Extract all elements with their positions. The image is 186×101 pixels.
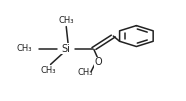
Text: CH₃: CH₃ xyxy=(78,68,93,77)
Text: O: O xyxy=(95,57,102,67)
Text: CH₃: CH₃ xyxy=(41,66,56,75)
Text: Si: Si xyxy=(62,44,71,54)
Text: CH₃: CH₃ xyxy=(17,44,32,53)
Text: CH₃: CH₃ xyxy=(58,16,74,25)
